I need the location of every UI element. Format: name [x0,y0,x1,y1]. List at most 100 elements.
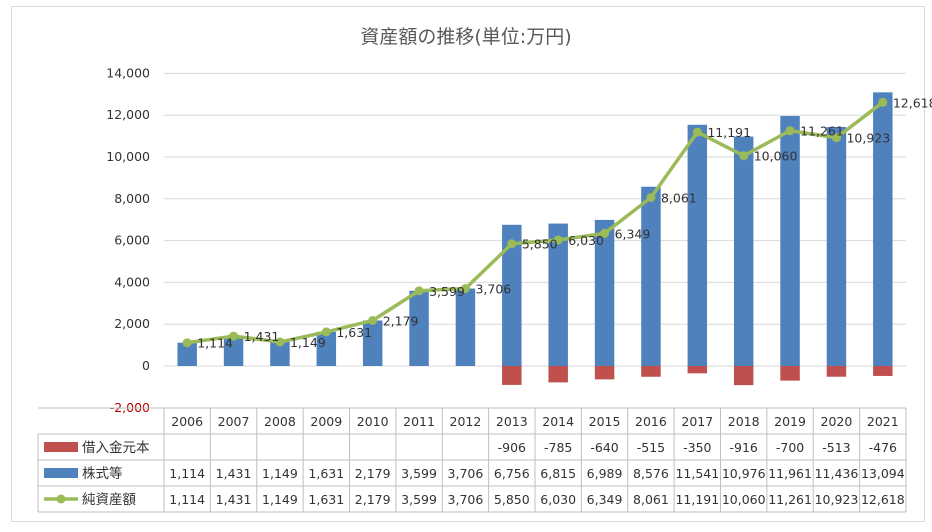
table-cell: -916 [730,440,758,455]
y-tick-label: 10,000 [106,149,150,164]
x-tick-label: 2013 [496,414,528,429]
x-tick-label: 2010 [357,414,389,429]
bar-kabushiki [362,320,383,366]
line-point [878,97,888,107]
table-cell: 1,149 [262,492,298,507]
data-label: 5,850 [522,237,558,252]
table-cell: 3,599 [401,492,437,507]
bar-kabushiki [641,186,661,366]
y-tick-label: 2,000 [114,316,150,331]
x-tick-label: 2018 [728,414,760,429]
x-tick-label: 2015 [589,414,621,429]
table-cell: 12,618 [861,492,905,507]
table-cell: 8,061 [633,492,669,507]
table-cell: 11,961 [768,466,812,481]
table-cell: 6,989 [587,466,623,481]
bar-kabushiki [502,224,522,366]
data-label: 1,431 [244,329,280,344]
table-cell: 11,261 [768,492,812,507]
bar-karikin [780,366,800,381]
data-label: 8,061 [661,191,697,206]
line-point [646,193,656,203]
data-label: 6,349 [615,226,651,241]
line-point [275,337,285,347]
line-point [600,228,610,238]
bar-kabushiki [455,288,476,366]
y-tick-label: 4,000 [114,274,150,289]
legend-key [44,442,78,452]
bar-karikin [826,366,847,377]
chart-title: 資産額の推移(単位:万円) [360,26,571,48]
data-label: 2,179 [383,313,419,328]
x-tick-label: 2016 [635,414,667,429]
line-point [182,338,192,348]
data-label: 3,706 [475,282,511,297]
data-label: 11,261 [800,124,844,139]
legend-label: 借入金元本 [82,440,150,456]
table-cell: 6,349 [587,492,623,507]
table-cell: 1,631 [308,492,344,507]
bar-karikin [873,366,893,376]
table-cell: 1,431 [216,466,252,481]
table-cell: -513 [822,440,850,455]
bar-kabushiki [548,223,568,366]
table-cell: -785 [544,440,572,455]
table-cell: 10,976 [722,466,766,481]
table-cell: 2,179 [355,492,391,507]
table-cell: 3,706 [448,492,484,507]
line-point [785,126,795,136]
table-cell: 10,060 [722,492,766,507]
y-tick-label: 6,000 [114,233,150,248]
bars [177,92,893,386]
bar-karikin [641,366,661,377]
data-label: 3,599 [429,284,465,299]
table-cell: 1,114 [169,466,205,481]
bar-karikin [502,366,522,385]
data-label: 12,618 [893,95,932,110]
table-cell: 13,094 [861,466,905,481]
table-cell: -640 [590,440,618,455]
data-label: 10,923 [846,131,890,146]
table-cell: -906 [498,440,526,455]
table-cell: -350 [683,440,711,455]
line-point [553,235,563,245]
table-cell: 5,850 [494,492,530,507]
bar-karikin [548,366,568,383]
line-point [460,284,470,294]
table-cell: 1,149 [262,466,298,481]
line-point [507,239,517,249]
bar-kabushiki [409,290,429,366]
data-table: 2006 2007 2008 2009 2010 2011 2012 2013 2014 2015… [37,407,907,513]
table-cell: 6,030 [540,492,576,507]
bar-kabushiki [780,116,800,366]
x-tick-label: 2006 [171,414,203,429]
bar-karikin [687,366,708,374]
legend-label: 株式等 [82,465,123,482]
table-cell: -700 [776,440,804,455]
table-cell: 1,431 [216,492,252,507]
chart-frame [11,6,925,522]
line-point [229,331,239,341]
bar-kabushiki [177,342,197,366]
y-tick-label: 12,000 [106,107,150,122]
bar-kabushiki [873,92,893,367]
data-label: 10,060 [754,149,798,164]
bar-karikin [733,366,754,386]
x-tick-label: 2007 [218,414,250,429]
table-cell: 10,923 [815,492,859,507]
y-tick-label: -2,000 [110,400,150,415]
bar-kabushiki [826,126,847,366]
x-tick-label: 2009 [310,414,342,429]
data-label: 1,114 [197,336,233,351]
data-label: 1,631 [336,325,372,340]
x-tick-label: 2020 [821,414,853,429]
table-cell: -476 [869,440,897,455]
table-cell: 6,815 [540,466,576,481]
data-label: 11,191 [707,125,751,140]
x-tick-label: 2021 [867,414,899,429]
y-tick-label: 0 [142,358,150,373]
line-point [368,315,378,325]
y-axis: -2,000 0 2,000 4,000 6,000 8,000 10,000 12,000 1… [106,65,150,414]
